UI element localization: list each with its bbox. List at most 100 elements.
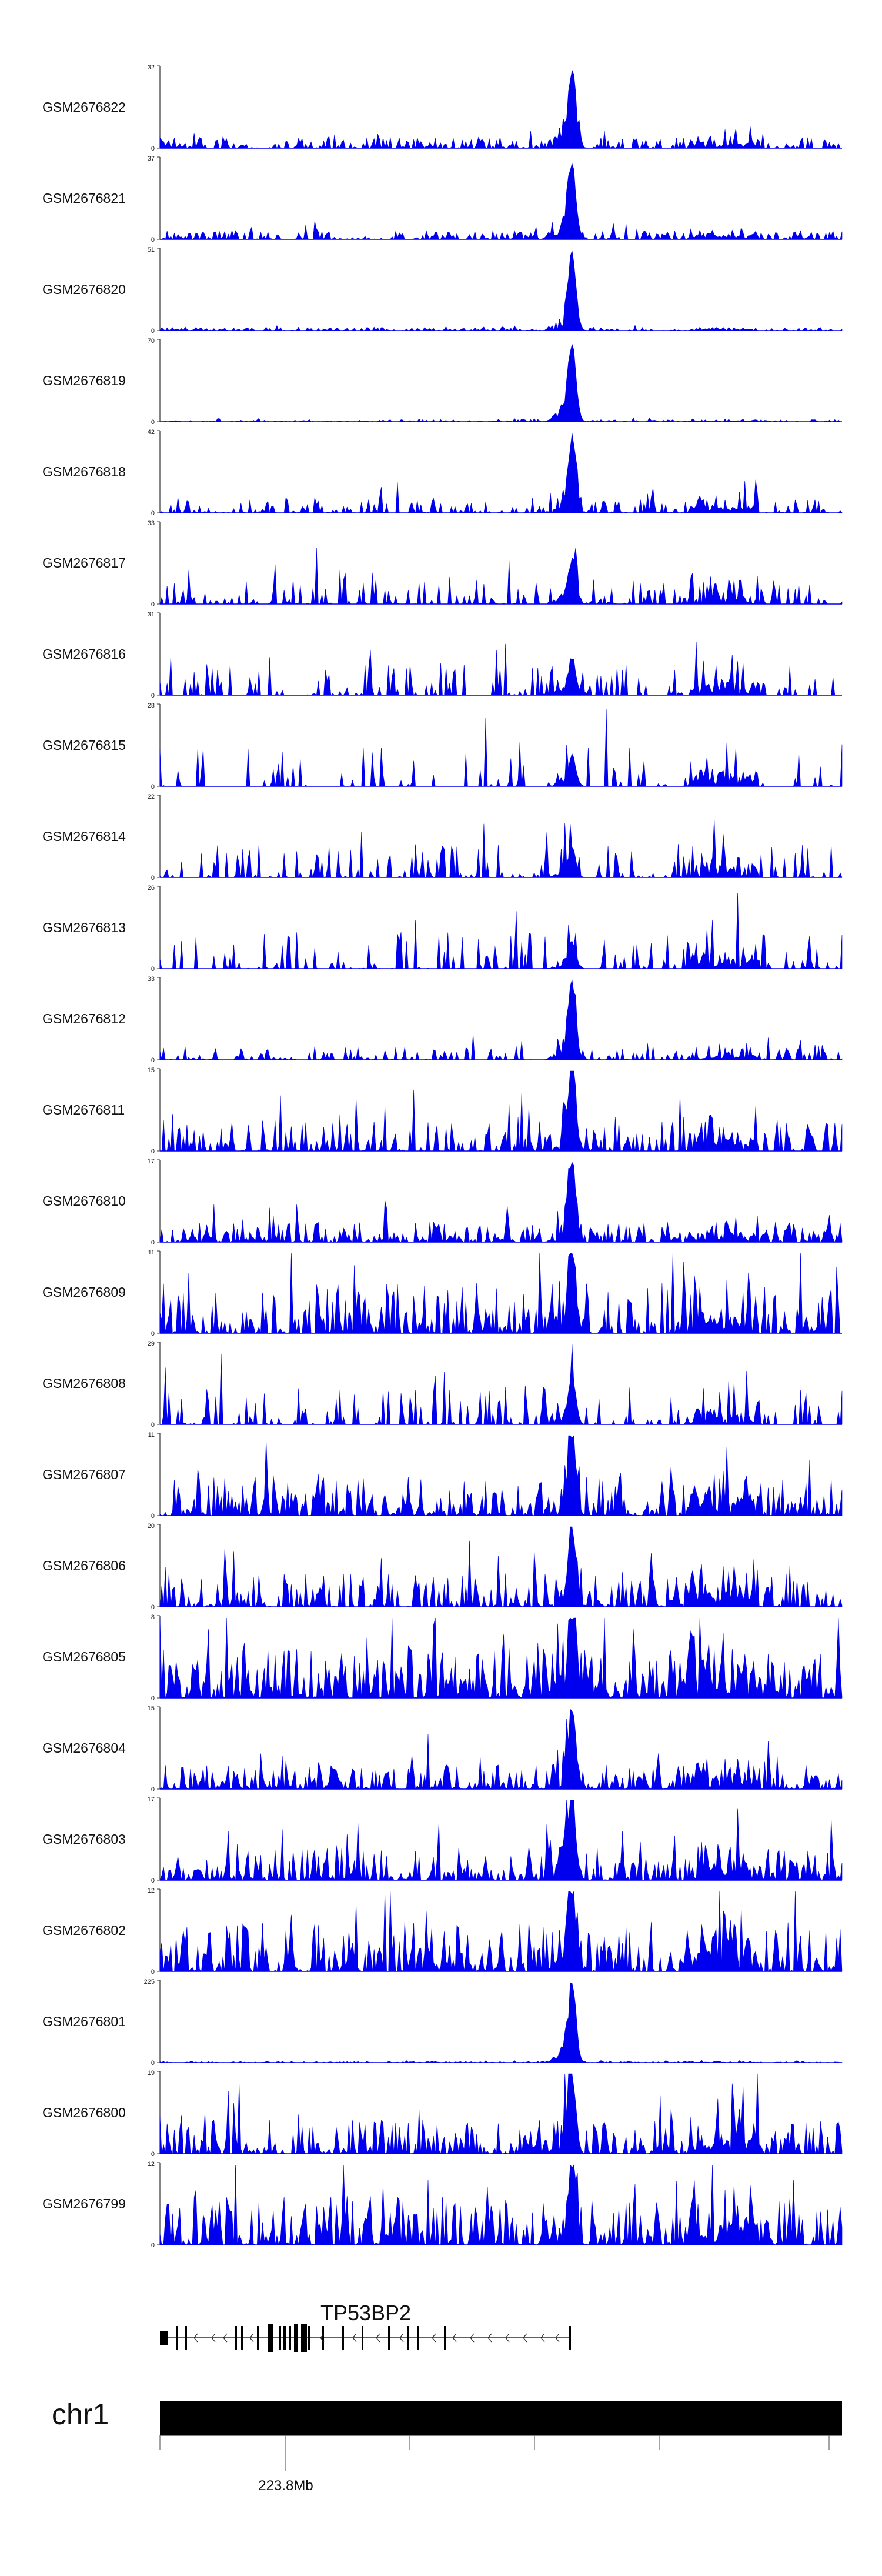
y-tick-label-min: 0 <box>151 692 155 699</box>
track-label: GSM2676811 <box>42 1102 125 1117</box>
y-tick-label-min: 0 <box>151 1695 155 1702</box>
y-tick-label-max: 33 <box>148 520 155 527</box>
signal-area-GSM2676811 <box>159 1070 843 1152</box>
y-tick-label-min: 0 <box>151 419 155 426</box>
track-label: GSM2676815 <box>42 738 126 753</box>
track-GSM2676822: GSM2676822 32 0 <box>42 64 843 152</box>
gene-track: TP53BP2 <box>160 2301 571 2352</box>
signal-area-GSM2676804 <box>159 1709 843 1790</box>
chromosome-ideogram-bar <box>160 2401 842 2435</box>
track-GSM2676806: GSM2676806 20 0 <box>42 1523 843 1611</box>
gene-exon <box>342 2326 344 2350</box>
track-GSM2676816: GSM2676816 31 0 <box>42 611 843 699</box>
track-label: GSM2676805 <box>42 1649 126 1664</box>
strand-arrow <box>452 2333 457 2343</box>
y-tick-label-max: 11 <box>148 1432 155 1439</box>
track-GSM2676811: GSM2676811 15 0 <box>42 1067 843 1155</box>
gene-exon <box>257 2326 259 2350</box>
track-label: GSM2676799 <box>42 2196 126 2211</box>
track-label: GSM2676814 <box>42 829 126 844</box>
y-tick-label-min: 0 <box>151 1877 155 1884</box>
strand-arrow <box>555 2333 560 2343</box>
track-GSM2676810: GSM2676810 17 0 <box>42 1158 843 1246</box>
track-GSM2676803: GSM2676803 17 0 <box>42 1796 843 1884</box>
y-tick-label-max: 17 <box>148 1158 155 1165</box>
y-tick-label-min: 0 <box>151 236 155 243</box>
track-label: GSM2676802 <box>42 1923 126 1938</box>
track-label: GSM2676803 <box>42 1831 126 1847</box>
y-tick-label-max: 37 <box>148 155 155 162</box>
track-GSM2676814: GSM2676814 22 0 <box>42 793 843 882</box>
strand-arrow <box>432 2333 436 2343</box>
signal-area-GSM2676816 <box>159 642 843 696</box>
track-GSM2676821: GSM2676821 37 0 <box>42 155 843 243</box>
gene-exon <box>294 2324 298 2352</box>
strand-arrow <box>399 2333 404 2343</box>
y-tick-label-max: 32 <box>148 64 155 71</box>
y-tick-label-min: 0 <box>151 1604 155 1611</box>
y-tick-label-max: 15 <box>148 1067 155 1074</box>
track-GSM2676819: GSM2676819 70 0 <box>42 338 842 426</box>
y-tick-label-min: 0 <box>151 328 155 335</box>
y-tick-label-max: 15 <box>148 1705 155 1712</box>
signal-area-GSM2676821 <box>159 163 843 241</box>
track-label: GSM2676806 <box>42 1558 126 1573</box>
gene-exon <box>279 2326 281 2350</box>
track-label: GSM2676817 <box>42 555 126 570</box>
y-tick-label-min: 0 <box>151 1330 155 1337</box>
gene-model <box>160 2324 571 2352</box>
y-tick-label-max: 29 <box>148 1340 155 1347</box>
track-GSM2676808: GSM2676808 29 0 <box>42 1340 843 1429</box>
chromosome-label: chr1 <box>52 2398 109 2431</box>
track-GSM2676804: GSM2676804 15 0 <box>42 1705 843 1793</box>
y-tick-label-max: 12 <box>148 2161 155 2168</box>
signal-area-GSM2676808 <box>160 1344 843 1426</box>
y-tick-label-max: 225 <box>144 1978 155 1986</box>
y-tick-label-min: 0 <box>151 1968 155 1976</box>
track-label: GSM2676819 <box>42 373 126 388</box>
y-tick-label-max: 22 <box>148 793 155 800</box>
track-label: GSM2676813 <box>42 920 126 935</box>
track-label: GSM2676809 <box>42 1284 126 1300</box>
chromosome-axis <box>159 2435 842 2471</box>
signal-area-GSM2676807 <box>159 1435 843 1517</box>
track-label: GSM2676807 <box>42 1467 126 1482</box>
track-GSM2676812: GSM2676812 33 0 <box>42 976 843 1064</box>
y-tick-label-max: 11 <box>148 1249 155 1256</box>
signal-area-GSM2676810 <box>159 1162 843 1243</box>
y-tick-label-min: 0 <box>151 2060 155 2067</box>
y-tick-label-min: 0 <box>151 1513 155 1520</box>
gene-exon <box>176 2326 178 2350</box>
signal-area-GSM2676799 <box>159 2164 843 2245</box>
track-label: GSM2676801 <box>42 2014 126 2029</box>
strand-arrow <box>523 2333 527 2343</box>
y-tick-label-max: 19 <box>148 2070 155 2077</box>
gene-exon <box>235 2326 237 2350</box>
signal-area-GSM2676820 <box>159 250 843 331</box>
y-tick-label-min: 0 <box>151 2242 155 2249</box>
track-GSM2676801: GSM2676801 225 0 <box>42 1978 843 2067</box>
track-label: GSM2676816 <box>42 646 126 662</box>
track-label: GSM2676822 <box>42 99 126 115</box>
gene-exon <box>289 2326 291 2350</box>
track-GSM2676813: GSM2676813 26 0 <box>42 885 843 973</box>
y-tick-label-max: 12 <box>148 1887 155 1894</box>
signal-area-GSM2676815 <box>159 709 843 787</box>
y-tick-label-min: 0 <box>151 2151 155 2158</box>
y-tick-label-min: 0 <box>151 1148 155 1155</box>
strand-arrow <box>487 2333 492 2343</box>
y-tick-label-max: 42 <box>148 429 155 436</box>
strand-arrow <box>193 2333 198 2343</box>
strand-arrow <box>249 2333 254 2343</box>
y-tick-label-min: 0 <box>151 1422 155 1429</box>
track-label: GSM2676808 <box>42 1376 126 1391</box>
y-tick-label-min: 0 <box>151 966 155 973</box>
signal-area-GSM2676802 <box>159 1890 843 1973</box>
signal-area-GSM2676813 <box>159 893 843 969</box>
strand-arrow <box>505 2333 510 2343</box>
signal-area-GSM2676800 <box>159 2073 843 2155</box>
y-tick-label-min: 0 <box>151 510 155 517</box>
track-label: GSM2676800 <box>42 2105 126 2120</box>
signal-area-GSM2676812 <box>159 979 843 1061</box>
strand-arrow <box>211 2333 216 2343</box>
